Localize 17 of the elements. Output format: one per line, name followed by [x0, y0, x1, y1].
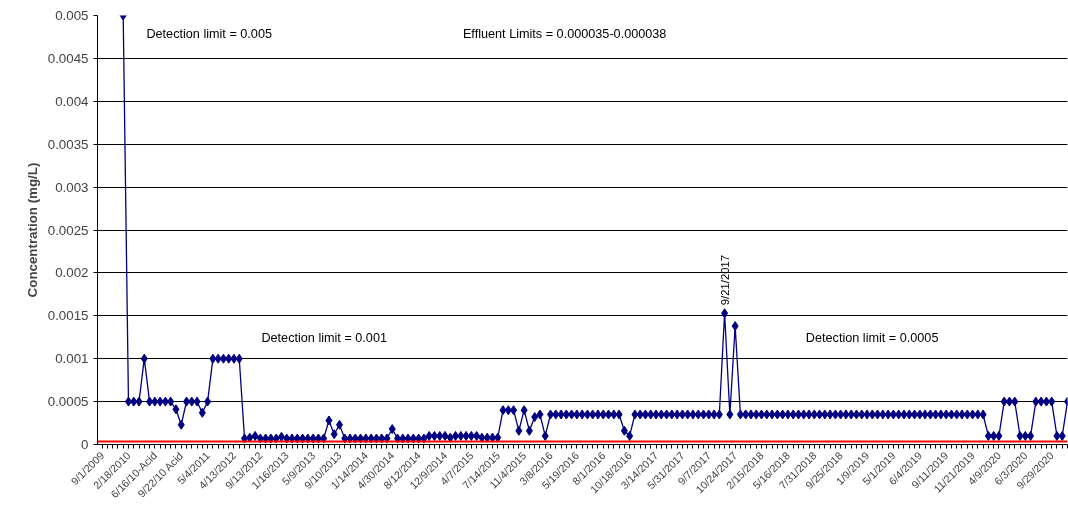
- annotation: Detection limit = 0.0005: [805, 331, 939, 346]
- y-tick-label: 0.0015: [47, 308, 89, 324]
- y-axis-title: Concentration (mg/L): [24, 162, 40, 298]
- y-tick-label: 0.001: [55, 351, 89, 367]
- annotation: Detection limit = 0.001: [261, 331, 387, 346]
- y-tick-label: 0.003: [55, 179, 89, 195]
- y-tick-label: 0.0025: [47, 222, 89, 238]
- y-tick-label: 0.002: [55, 265, 89, 281]
- y-tick-label: 0.0045: [47, 50, 89, 66]
- y-tick-label: 0.004: [55, 93, 90, 109]
- annotation: 9/21/2017: [718, 254, 731, 306]
- annotation: Detection limit = 0.005: [146, 26, 272, 41]
- y-tick-label: 0: [81, 437, 89, 452]
- annotation: Effluent Limits = 0.000035-0.000038: [462, 26, 667, 41]
- y-tick-label: 0.005: [55, 8, 89, 23]
- y-tick-label: 0.0035: [47, 136, 89, 152]
- y-tick-label: 0.0005: [47, 394, 89, 410]
